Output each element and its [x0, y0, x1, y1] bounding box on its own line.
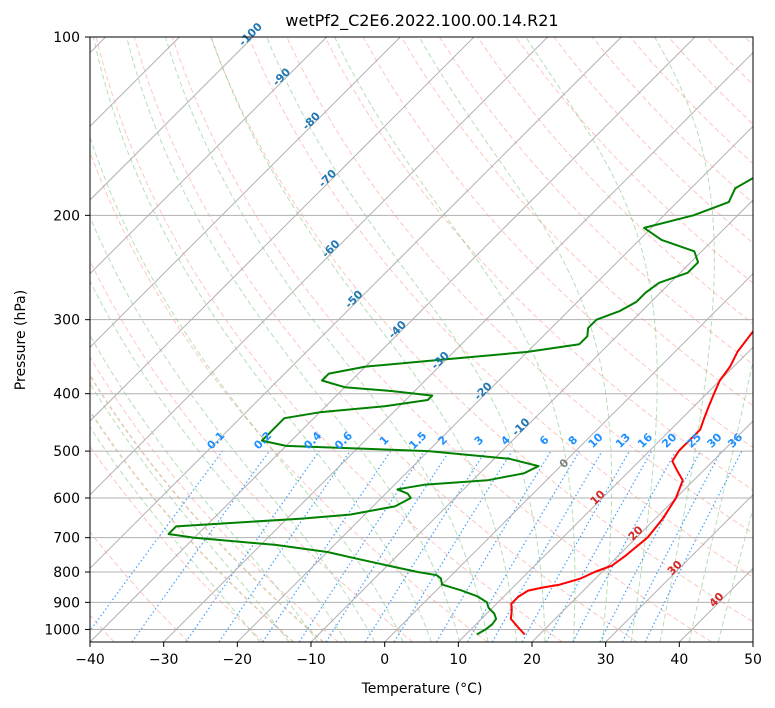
chart-title: wetPf2_C2E6.2022.100.00.14.R21	[285, 11, 558, 31]
x-tick-label: −40	[75, 652, 105, 668]
moist-adiabat	[266, 37, 546, 642]
y-tick-label: 100	[53, 30, 80, 46]
dry-adiabat	[90, 445, 264, 642]
x-tick-label: −20	[223, 652, 253, 668]
y-tick-label: 300	[53, 313, 80, 329]
mixing-ratio-line	[521, 450, 631, 642]
dry-adiabat	[90, 150, 488, 642]
mixing-ratio-line	[90, 450, 223, 632]
mixing-ratio-line	[545, 450, 653, 642]
x-tick-label: 30	[597, 652, 615, 668]
y-tick-label: 900	[53, 595, 80, 611]
isotherm	[90, 37, 475, 422]
isotherm	[90, 37, 549, 496]
dry-adiabat	[133, 37, 638, 642]
x-axis: −40 −30 −20 −10 0 10 20 30 40 50	[75, 642, 762, 668]
mixing-ratio-line	[218, 450, 351, 642]
x-tick-label: 20	[523, 652, 541, 668]
moist-adiabat	[126, 37, 461, 642]
series-layer	[167, 176, 753, 636]
isotherm	[90, 37, 622, 570]
moist-adiabat	[688, 358, 753, 642]
reference-adiabat	[90, 373, 324, 642]
isotherm	[384, 272, 753, 642]
y-tick-label: 700	[53, 531, 80, 547]
moist-adiabat	[418, 37, 613, 642]
x-tick-label: 50	[744, 652, 762, 668]
moist-adiabat	[90, 215, 376, 642]
mixing-ratio-line	[393, 450, 513, 642]
isotherm	[90, 37, 401, 349]
y-axis-label: Pressure (hPa)	[13, 290, 29, 390]
x-tick-label: 10	[449, 652, 467, 668]
dry-adiabat	[90, 356, 339, 642]
mixing-ratio-line	[131, 450, 270, 642]
mixing-ratio-line	[262, 450, 392, 642]
y-tick-label: 200	[53, 208, 80, 224]
dry-adiabat	[515, 37, 753, 284]
dry-adiabat	[210, 37, 753, 623]
dry-adiabat	[171, 37, 712, 642]
dry-adiabat	[95, 37, 563, 642]
isotherm	[163, 51, 753, 642]
isotherm	[90, 37, 328, 275]
plot-frame	[89, 36, 754, 643]
moist-adiabat	[164, 37, 489, 642]
moist-adiabat	[334, 37, 576, 642]
dry-adiabat	[438, 37, 753, 366]
mixing-ratio-line	[644, 450, 743, 642]
isotherm	[310, 199, 753, 642]
x-tick-label: −30	[149, 652, 179, 668]
isotherm	[236, 125, 753, 642]
y-tick-label: 500	[53, 444, 80, 460]
isotherm	[90, 37, 696, 642]
mixing-ratio-line	[298, 450, 425, 642]
isotherm	[90, 37, 254, 201]
moist-adiabat	[92, 37, 432, 642]
isotherm	[605, 493, 753, 642]
moist-adiabat	[90, 382, 290, 642]
dry-adiabat	[248, 37, 753, 578]
moist-adiabat	[525, 37, 658, 642]
dry-adiabat	[324, 37, 753, 491]
y-axis: 100 200 300 400 500 600 700 800 900 1000	[44, 30, 90, 638]
x-tick-label: −10	[296, 652, 326, 668]
dry-adiabat	[400, 37, 753, 407]
y-tick-label: 1000	[44, 622, 80, 638]
isotherm	[531, 420, 753, 642]
isotherm	[457, 346, 753, 642]
moist-adiabat	[90, 334, 319, 642]
y-tick-label: 600	[53, 491, 80, 507]
moist-adiabat	[717, 506, 753, 642]
moist-adiabat	[90, 135, 404, 642]
dry-adiabat	[90, 531, 190, 642]
dewpoint-line	[167, 176, 753, 636]
temperature-line	[509, 329, 753, 636]
moist-adiabat	[654, 37, 715, 642]
mixing-ratio-line	[185, 450, 320, 642]
moist-adiabat	[90, 426, 261, 642]
y-tick-label: 400	[53, 387, 80, 403]
y-tick-label: 800	[53, 565, 80, 581]
x-tick-label: 40	[670, 652, 688, 668]
moist-adiabat	[210, 37, 517, 642]
x-tick-label: 0	[380, 652, 389, 668]
x-axis-label: Temperature (°C)	[361, 681, 483, 697]
